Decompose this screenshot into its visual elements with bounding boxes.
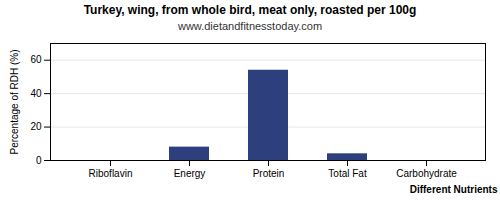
svg-text:40: 40 [30, 88, 42, 99]
html-text:Turkey, wing, from whole bird,: Turkey, wing, from whole bird, meat only… [83, 3, 417, 17]
svg-text:Riboflavin: Riboflavin [89, 168, 133, 179]
svg-text:Protein: Protein [253, 168, 285, 179]
svg-text:Percentage of RDH (%): Percentage of RDH (%) [9, 49, 20, 154]
svg-text:60: 60 [30, 54, 42, 65]
svg-text:Carbohydrate: Carbohydrate [396, 168, 457, 179]
svg-text:Energy: Energy [174, 168, 206, 179]
svg-text:Total Fat: Total Fat [328, 168, 367, 179]
html-text:www.dietandfitnesstoday.com: www.dietandfitnesstoday.com [178, 20, 322, 32]
svg-text:Different Nutrients: Different Nutrients [410, 184, 498, 195]
svg-text:0: 0 [36, 155, 42, 166]
svg-text:20: 20 [30, 121, 42, 132]
